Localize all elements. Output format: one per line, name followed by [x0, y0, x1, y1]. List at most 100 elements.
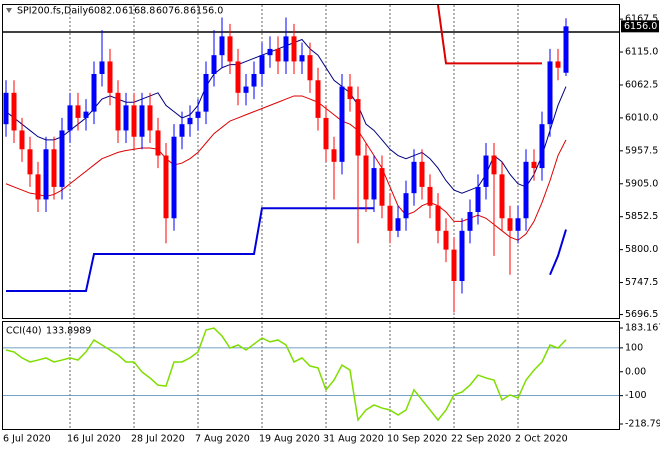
- candle-body: [427, 186, 433, 206]
- candle-body: [475, 186, 481, 212]
- candle-body: [91, 73, 97, 112]
- y-tick-label: 6167.5: [625, 14, 658, 25]
- y-tick-label: 6062.5: [625, 79, 658, 90]
- menu-icon: [6, 8, 12, 13]
- y-tick-label: 183.1673: [625, 323, 660, 334]
- candle-body: [379, 168, 385, 206]
- candle-body: [187, 117, 193, 125]
- candle-body: [67, 105, 73, 131]
- cci-frame: [2, 321, 620, 430]
- ohlc-label: 6156.0: [190, 6, 223, 17]
- cci-line: [5, 327, 567, 422]
- candle-body: [307, 55, 313, 81]
- x-tick-label: 16 Jul 2020: [67, 434, 121, 445]
- plot-layer: 6 Jul 2020 16 Jul 2020 28 Jul 2020 7 Aug 20…: [3, 4, 660, 445]
- x-tick-label: 10 Sep 2020: [387, 434, 447, 445]
- candle-body: [555, 61, 561, 68]
- candle-body: [403, 193, 409, 219]
- x-tick-label: 28 Jul 2020: [131, 434, 185, 445]
- chart-title: SPI200.fs,Daily: [17, 6, 88, 17]
- candle-body: [131, 105, 137, 137]
- candle-body: [83, 111, 89, 118]
- candle-body: [299, 55, 305, 62]
- candle-body: [283, 36, 289, 62]
- candle-body: [147, 105, 153, 131]
- candle-body: [179, 124, 185, 137]
- cci-title: CCI(40): [6, 326, 42, 337]
- candle-body: [347, 86, 353, 100]
- y-tick-label: 5852.5: [625, 211, 658, 222]
- y-tick-label: 5696.5: [625, 309, 658, 320]
- candle-body: [339, 86, 345, 162]
- ohlc-label: 6076.8: [156, 6, 189, 17]
- last-price-box: [621, 20, 659, 33]
- candle-body: [195, 111, 201, 118]
- indicator-line: [5, 95, 567, 241]
- candle-body: [523, 161, 529, 219]
- candle-body: [547, 61, 553, 125]
- candle-body: [139, 105, 145, 137]
- candle-body: [243, 86, 249, 93]
- y-tick-label: 100: [625, 342, 643, 353]
- x-tick-label: 31 Aug 2020: [323, 434, 384, 445]
- y-tick-label: 6010.0: [625, 112, 658, 123]
- cci-value: 133.8989: [46, 326, 91, 337]
- candle-body: [435, 205, 441, 231]
- candle-body: [27, 149, 33, 175]
- candle-body: [75, 105, 81, 118]
- x-tick-label: 19 Aug 2020: [259, 434, 320, 445]
- candle-body: [163, 155, 169, 219]
- candle-body: [387, 205, 393, 231]
- ohlc-label: 6168.8: [122, 6, 155, 17]
- y-tick-label: 5747.5: [625, 277, 658, 288]
- candle-body: [235, 61, 241, 93]
- candle-body: [499, 174, 505, 219]
- candle-body: [267, 48, 273, 56]
- candle-body: [483, 155, 489, 187]
- candle-body: [51, 149, 57, 187]
- candle-body: [355, 99, 361, 156]
- candle-body: [123, 105, 129, 131]
- indicator-line: [6, 207, 567, 293]
- x-tick-label: 22 Sep 2020: [451, 434, 511, 445]
- candle-body: [107, 61, 113, 93]
- candle-body: [115, 92, 121, 131]
- y-tick-label: 5905.0: [625, 178, 658, 189]
- candle-body: [323, 117, 329, 150]
- last-price-label: 6156.0: [624, 21, 657, 32]
- candle-body: [3, 92, 9, 125]
- y-tick-label: 5800.0: [625, 244, 658, 255]
- ohlc-label: 6082.0: [88, 6, 121, 17]
- candle-body: [59, 130, 65, 187]
- candle-body: [291, 36, 297, 62]
- candle-body: [411, 161, 417, 194]
- candle-body: [155, 130, 161, 156]
- candle-body: [459, 230, 465, 281]
- candle-body: [395, 218, 401, 231]
- candle-body: [539, 124, 545, 169]
- candle-body: [275, 48, 281, 62]
- candle-body: [451, 249, 457, 281]
- candle-body: [563, 26, 569, 73]
- candle-body: [251, 73, 257, 87]
- candle-body: [203, 73, 209, 112]
- candle-body: [99, 61, 105, 74]
- x-tick-label: 2 Oct 2020: [515, 434, 568, 445]
- y-tick-label: 6115.0: [625, 47, 658, 58]
- candle-body: [211, 55, 217, 74]
- candle-body: [43, 149, 49, 200]
- candle-body: [315, 80, 321, 118]
- candle-body: [531, 161, 537, 169]
- candle-body: [507, 218, 513, 231]
- candle-body: [467, 211, 473, 231]
- candle-body: [259, 55, 265, 74]
- candle-body: [515, 218, 521, 231]
- candle-body: [491, 155, 497, 175]
- candle-body: [11, 92, 17, 131]
- candle-body: [371, 168, 377, 200]
- candle-body: [35, 174, 41, 200]
- candle-body: [171, 136, 177, 219]
- indicator-line: [437, 4, 542, 65]
- x-tick-label: 6 Jul 2020: [3, 434, 51, 445]
- x-tick-label: 7 Aug 2020: [195, 434, 250, 445]
